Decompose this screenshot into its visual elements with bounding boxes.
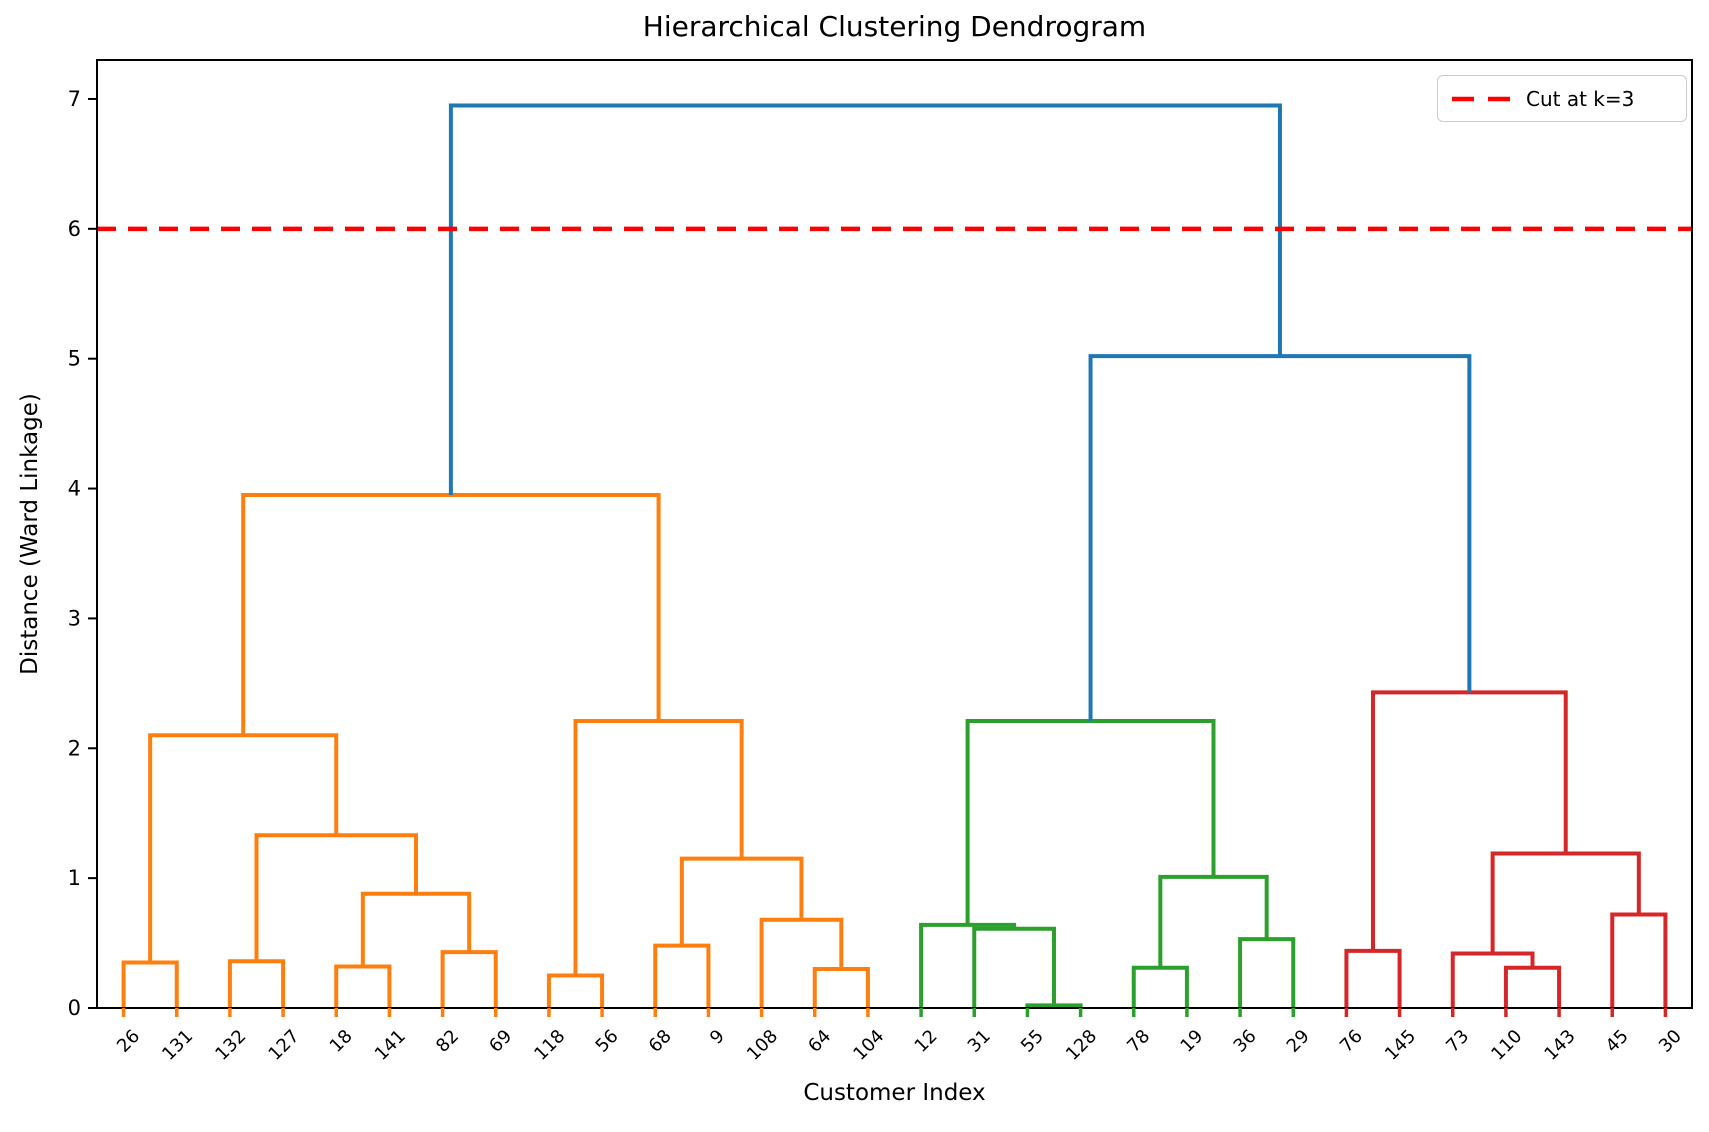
x-tick-label: 18: [326, 1026, 357, 1057]
x-tick-label: 118: [530, 1026, 569, 1065]
dendrogram-link-M24: [1610, 912, 1668, 1008]
dendrogram-link-M3: [440, 950, 498, 1008]
legend-label: Cut at k=3: [1526, 86, 1635, 111]
dendrogram-link-M12: [573, 719, 744, 976]
dendrogram-link-M9: [812, 967, 870, 1008]
y-tick-label: 1: [68, 866, 81, 890]
x-tick-label: 104: [849, 1026, 888, 1065]
axes-frame: [96, 59, 1693, 1009]
x-tick-label: 26: [113, 1026, 144, 1057]
x-tick-label: 143: [1540, 1026, 1579, 1065]
x-tick-label: 132: [211, 1026, 250, 1065]
dendrogram-link-M23: [1450, 951, 1535, 1008]
x-tick-label: 68: [645, 1026, 676, 1057]
dendrogram-link-M7: [546, 973, 605, 1008]
x-axis-label: Customer Index: [803, 1080, 986, 1106]
y-tick-label: 7: [68, 87, 81, 111]
x-tick-label: 64: [804, 1026, 835, 1057]
x-tick-label: 9: [706, 1026, 729, 1049]
dendrogram-link-M13: [241, 493, 661, 736]
x-tick-label: 56: [592, 1026, 623, 1057]
x-tick-label: 36: [1230, 1026, 1261, 1057]
dendrogram-link-M0: [121, 960, 179, 1008]
dendrogram-link-M19: [1158, 874, 1269, 968]
x-tick-label: 131: [158, 1026, 197, 1065]
dendrogram-link-M6: [148, 733, 339, 963]
dendrogram-link-M17: [1131, 965, 1189, 1008]
x-tick-label: 127: [264, 1026, 303, 1065]
chart-title: Hierarchical Clustering Dendrogram: [642, 10, 1147, 43]
x-tick-label: 82: [432, 1026, 463, 1057]
dendrogram-link-M25: [1490, 851, 1641, 954]
dendrogram-link-M16: [919, 922, 1017, 1008]
x-tick-label: 76: [1336, 1026, 1367, 1057]
x-tick-label: 12: [911, 1026, 942, 1057]
x-tick-label: 69: [485, 1026, 516, 1057]
dendrogram-link-M28: [448, 103, 1282, 496]
y-tick-label: 3: [68, 606, 81, 630]
cut-line-legend-sample: [1452, 96, 1512, 101]
dendrogram-link-M26: [1371, 690, 1568, 951]
x-tick-label: 128: [1062, 1026, 1101, 1065]
y-tick-label: 6: [68, 217, 81, 241]
dendrogram-link-M1: [227, 959, 286, 1008]
legend: Cut at k=3: [1437, 75, 1687, 122]
dendrogram-link-M22: [1503, 965, 1562, 1008]
dendrogram-link-M2: [334, 964, 392, 1008]
x-tick-label: 30: [1655, 1026, 1686, 1057]
dendrogram-link-M4: [360, 891, 472, 967]
dendrogram-link-M20: [965, 719, 1216, 925]
dendrogram-link-M8: [653, 943, 711, 1008]
dendrogram-link-M5: [254, 833, 418, 962]
x-tick-label: 19: [1176, 1026, 1207, 1057]
x-tick-label: 73: [1442, 1026, 1473, 1057]
y-tick-label: 4: [68, 477, 81, 501]
dendrogram-link-M11: [679, 856, 804, 946]
y-tick-label: 2: [68, 736, 81, 760]
dendrogram-link-M18: [1238, 937, 1296, 1008]
dendrogram-link-M10: [759, 917, 844, 1008]
x-tick-label: 108: [743, 1026, 782, 1065]
x-tick-label: 55: [1017, 1026, 1048, 1057]
x-tick-label: 141: [371, 1026, 410, 1065]
y-axis-label: Distance (Ward Linkage): [17, 393, 43, 675]
x-tick-label: 110: [1487, 1026, 1526, 1065]
y-tick-label: 0: [68, 996, 81, 1020]
x-tick-label: 31: [964, 1026, 995, 1057]
y-tick-label: 5: [68, 347, 81, 371]
dendrogram-link-M21: [1344, 948, 1402, 1008]
dendrogram-link-M15: [972, 926, 1056, 1008]
x-tick-label: 78: [1123, 1026, 1154, 1057]
x-tick-label: 145: [1381, 1026, 1420, 1065]
dendrogram-link-M27: [1088, 354, 1472, 722]
x-tick-label: 45: [1602, 1026, 1633, 1057]
x-tick-label: 29: [1283, 1026, 1314, 1057]
